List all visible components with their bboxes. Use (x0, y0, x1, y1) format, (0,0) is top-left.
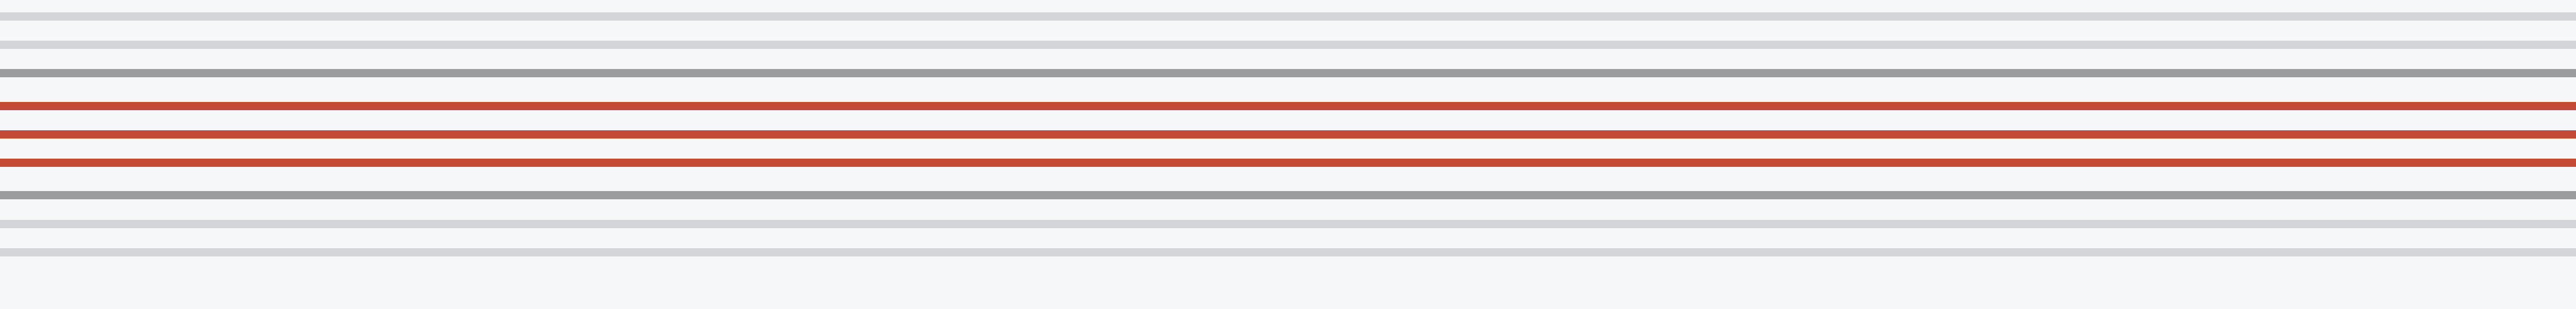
stripe-red (0, 102, 2576, 110)
stripe-dark-gray (0, 69, 2576, 77)
stripe-light-gray (0, 12, 2576, 21)
stripe-dark-gray (0, 191, 2576, 199)
stripe-light-gray (0, 220, 2576, 228)
stripe-light-gray (0, 248, 2576, 256)
stripe-red (0, 130, 2576, 139)
stripe-light-gray (0, 41, 2576, 49)
stripe-red (0, 159, 2576, 167)
